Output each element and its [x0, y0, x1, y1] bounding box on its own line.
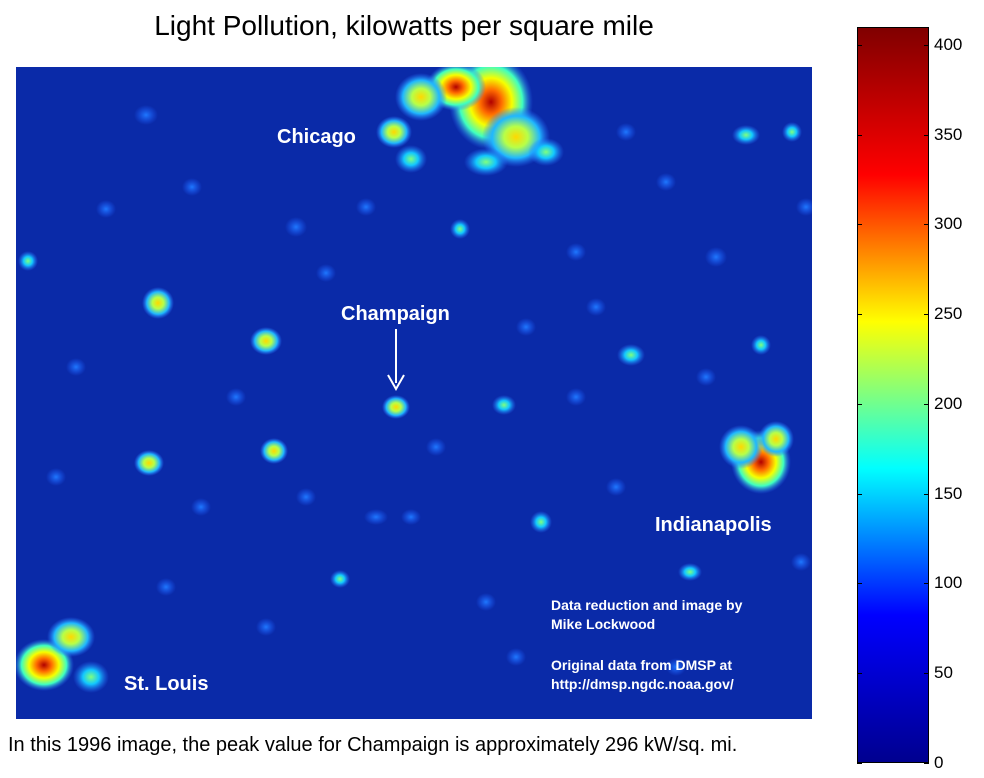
light-blob [285, 217, 307, 237]
light-blob [256, 618, 276, 636]
light-blob [566, 243, 586, 261]
colorbar-tick-mark [857, 314, 862, 316]
light-blob [782, 122, 802, 142]
light-blob [73, 661, 109, 693]
champaign-arrow-head [387, 374, 405, 392]
colorbar-tick-label: 150 [934, 483, 963, 503]
credit-line-3: Original data from DMSP at [551, 657, 732, 673]
light-blob [260, 438, 288, 464]
light-blob [586, 298, 606, 316]
light-blob [796, 198, 812, 216]
chart-title: Light Pollution, kilowatts per square mi… [154, 10, 654, 41]
colorbar-tick-mark [924, 134, 929, 136]
light-blob [296, 488, 316, 506]
light-blob [732, 125, 760, 145]
city-label-chicago: Chicago [277, 126, 356, 148]
light-blob [617, 344, 645, 366]
colorbar-tick-mark [924, 763, 929, 764]
colorbar-tick-label: 250 [934, 304, 963, 324]
heatmap-plot: Chicago Champaign Indianapolis St. Louis… [16, 67, 812, 719]
light-blob [364, 509, 388, 525]
colorbar-tick-mark [857, 583, 862, 585]
caption: In this 1996 image, the peak value for C… [8, 734, 738, 756]
colorbar-tick-label: 350 [934, 124, 963, 144]
light-blob [134, 105, 158, 125]
light-blob [616, 123, 636, 141]
credit-line-1: Data reduction and image by [551, 597, 743, 613]
credit-line-2: Mike Lockwood [551, 616, 656, 632]
colorbar-tick-mark [924, 493, 929, 495]
light-blob [250, 327, 282, 355]
colorbar-tick-mark [924, 44, 929, 46]
light-blob [530, 511, 552, 533]
light-blob [528, 138, 564, 166]
light-blob [492, 395, 516, 415]
light-blob [401, 509, 421, 525]
credit-line-4: http://dmsp.ngdc.noaa.gov/ [551, 676, 734, 692]
city-label-st-louis: St. Louis [124, 673, 209, 695]
light-blob [395, 73, 447, 121]
light-blob [96, 200, 116, 218]
light-blob [46, 468, 66, 486]
light-blob [719, 425, 763, 469]
colorbar-tick-label: 400 [934, 34, 963, 54]
light-blob [382, 395, 410, 419]
light-blob [356, 198, 376, 216]
light-blob [156, 578, 176, 596]
colorbar-tick-label: 0 [934, 753, 944, 772]
colorbar-tick-mark [924, 403, 929, 405]
colorbar-tick-mark [924, 314, 929, 316]
light-blob [182, 178, 202, 196]
light-blob [66, 358, 86, 376]
colorbar-tick-mark [924, 224, 929, 226]
light-blob [464, 148, 508, 176]
light-blob [678, 563, 702, 581]
colorbar-tick-label: 100 [934, 573, 963, 593]
light-blob [656, 173, 676, 191]
light-blob [751, 335, 771, 355]
light-blob [142, 287, 174, 319]
colorbar-tick-label: 300 [934, 214, 963, 234]
light-blob [705, 247, 727, 267]
light-blob [376, 116, 412, 148]
light-blob [566, 388, 586, 406]
light-blob [226, 388, 246, 406]
heatmap-svg [16, 67, 812, 693]
colorbar-tick-mark [857, 763, 862, 764]
colorbar-tick-mark [857, 493, 862, 495]
colorbar-tick-mark [924, 673, 929, 675]
colorbar-tick-mark [857, 673, 862, 675]
light-blob [18, 251, 38, 271]
light-blob [516, 318, 536, 336]
light-blob [191, 498, 211, 516]
light-blob [316, 264, 336, 282]
colorbar-tick-mark [924, 583, 929, 585]
colorbar-tick-mark [857, 44, 862, 46]
colorbar-tick-label: 50 [934, 663, 953, 683]
colorbar-tick-label: 200 [934, 393, 963, 413]
light-blob [330, 570, 350, 588]
light-blob [395, 145, 427, 173]
light-blob [426, 438, 446, 456]
light-blob [506, 648, 526, 666]
light-blob [476, 593, 496, 611]
city-label-indianapolis: Indianapolis [655, 514, 772, 536]
light-blob [758, 421, 794, 457]
light-blob [696, 368, 716, 386]
colorbar-tick-mark [857, 134, 862, 136]
city-label-champaign: Champaign [341, 303, 450, 325]
light-blob [791, 553, 811, 571]
light-blob [47, 617, 95, 657]
light-blob [450, 219, 470, 239]
colorbar-tick-mark [857, 224, 862, 226]
colorbar [857, 27, 929, 763]
light-blob [606, 478, 626, 496]
light-blob [666, 658, 686, 676]
colorbar-tick-mark [857, 403, 862, 405]
light-blob [134, 450, 164, 476]
